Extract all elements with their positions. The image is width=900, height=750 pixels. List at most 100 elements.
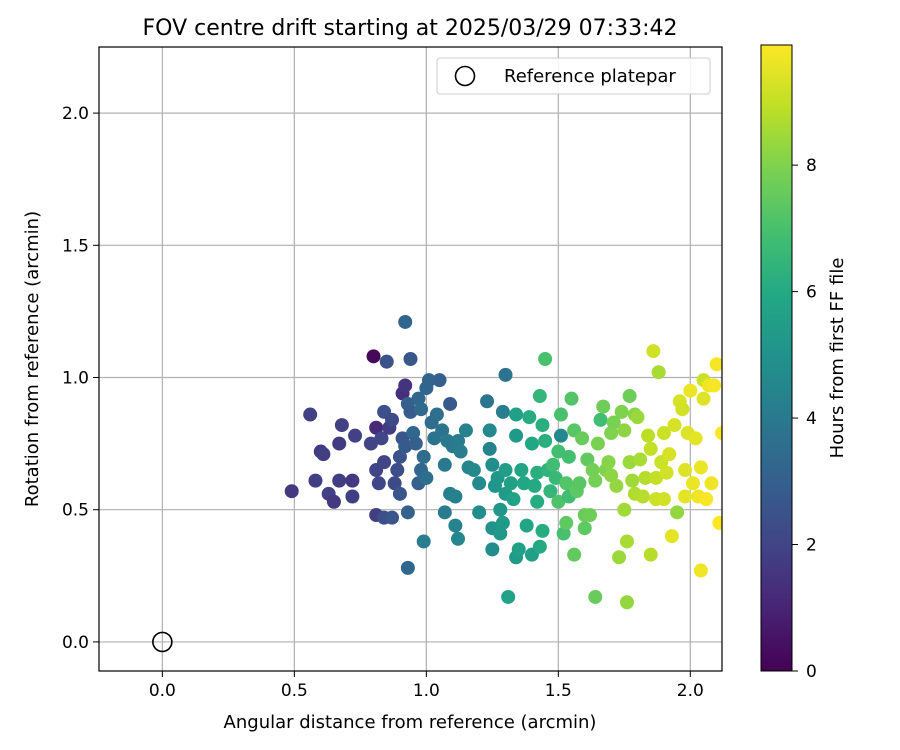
colorbar-tick-label: 8 [806,156,817,176]
data-point [400,560,415,575]
y-tick-label: 0.5 [62,501,89,521]
data-point [678,489,693,504]
data-point [656,426,671,441]
data-point [693,563,708,578]
data-point [451,433,466,448]
data-point [472,476,487,491]
data-point [567,547,582,562]
data-point [472,505,487,520]
data-point [662,447,677,462]
data-point [675,402,690,417]
data-point [369,420,384,435]
data-point [559,476,574,491]
data-point [712,515,722,530]
data-point [619,595,634,610]
data-point [345,489,360,504]
data-point [348,428,363,443]
data-point [414,402,429,417]
legend-label: Reference platepar [504,66,676,87]
data-point [564,391,579,406]
data-point [308,473,323,488]
data-point [556,526,571,541]
data-point [588,589,603,604]
data-point [643,441,658,456]
data-point [498,367,513,382]
data-point [332,473,347,488]
y-axis-label: Rotation from reference (arcmin) [22,211,43,507]
data-point [678,463,693,478]
data-point [416,449,431,464]
data-point [651,365,666,380]
data-point [326,494,341,509]
y-tick-label: 0.0 [62,633,89,653]
data-point [685,476,700,491]
y-tick-label: 2.0 [62,104,89,124]
data-point [688,431,703,446]
data-point [332,436,347,451]
data-point [670,505,685,520]
data-point [408,436,423,451]
data-point [506,492,521,507]
data-point [612,550,627,565]
x-axis-ticks: 0.0 0.5 1.0 1.5 2.0 [149,671,704,701]
data-point [458,423,473,438]
data-point [601,455,616,470]
x-tick-label: 1.5 [545,681,572,701]
data-point [575,431,590,446]
data-point [585,463,600,478]
data-point [715,426,722,441]
colorbar-gradient [760,44,793,672]
data-point [387,476,402,491]
colorbar-tick-label: 2 [806,536,817,556]
data-point [519,518,534,533]
data-point [345,473,360,488]
data-point [588,473,603,488]
data-point [596,399,611,414]
data-point [604,426,619,441]
data-point [617,502,632,517]
data-point [403,352,418,366]
x-axis-label: Angular distance from reference (arcmin) [224,712,597,733]
legend-box [436,57,711,95]
data-point [284,484,299,499]
data-point [437,505,452,520]
data-point [466,463,481,478]
data-point [411,391,426,406]
data-point [443,396,458,411]
data-point [625,473,640,488]
colorbar-label: Hours from first FF file [827,258,848,459]
data-point [363,436,378,451]
data-point [527,478,542,493]
data-point [390,463,405,478]
data-point [609,478,624,493]
data-point [374,431,389,446]
data-point [482,423,497,438]
data-point [551,444,566,459]
data-point [630,410,645,425]
data-point [392,486,407,501]
data-point [635,489,650,504]
data-point [453,444,468,459]
data-point [614,404,629,419]
data-point [622,389,637,404]
data-point [707,378,722,393]
data-point [392,449,407,464]
data-point [530,494,545,509]
data-point [485,542,500,557]
data-point [448,489,463,504]
data-point [493,526,508,541]
data-point [583,508,598,522]
data-point [590,436,605,451]
data-point [619,534,634,549]
data-point [482,441,497,456]
plot-frame [98,46,723,672]
data-point [696,391,711,406]
data-point [553,407,568,422]
data-point [398,378,413,393]
data-point [480,394,495,409]
data-point [503,476,518,491]
data-point [403,404,418,419]
colorbar-tick-label: 6 [806,283,817,303]
data-point [429,407,444,422]
data-point [509,407,524,422]
